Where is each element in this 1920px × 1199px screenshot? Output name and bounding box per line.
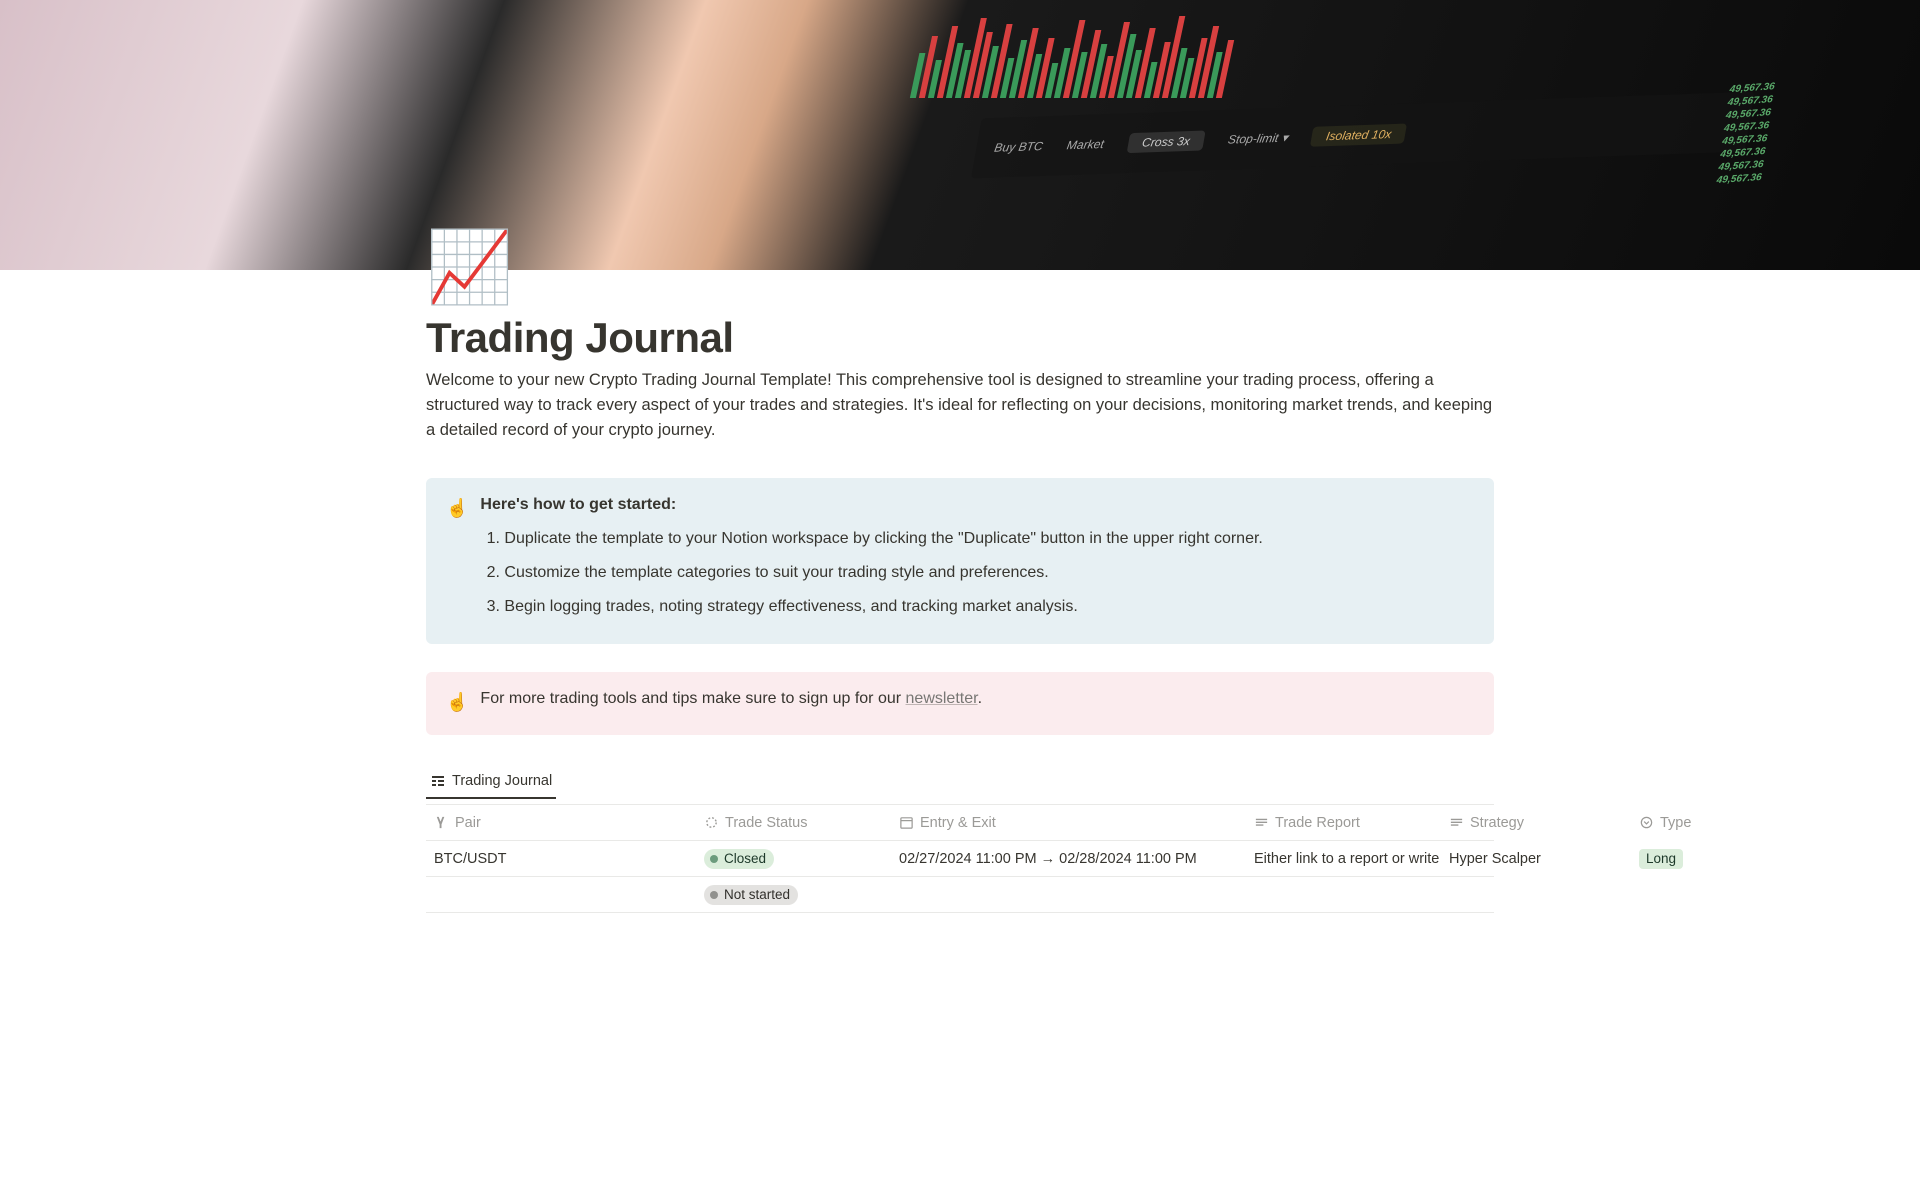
newsletter-link[interactable]: newsletter	[906, 690, 978, 707]
column-strategy[interactable]: Strategy	[1441, 805, 1631, 840]
cell-type[interactable]	[1631, 877, 1771, 912]
callout-text: For more trading tools and tips make sur…	[480, 690, 905, 707]
cover-chart-area: Buy BTCMarketCross 3xStop-limit ▾Isolate…	[874, 0, 1891, 270]
cell-trade-report[interactable]	[1246, 877, 1441, 912]
cell-entry-exit[interactable]: 02/27/2024 11:00 PM → 02/28/2024 11:00 P…	[891, 841, 1246, 876]
callout-heading: Here's how to get started:	[480, 496, 1474, 514]
callout-newsletter: ☝️ For more trading tools and tips make …	[426, 672, 1494, 735]
table-row[interactable]: BTC/USDT Closed 02/27/2024 11:00 PM → 02/2…	[426, 841, 1494, 877]
table-row[interactable]: Not started	[426, 877, 1494, 913]
table-icon	[430, 773, 446, 789]
text-prop-icon	[1449, 815, 1464, 830]
page-content: 📈 Trading Journal Welcome to your new Cr…	[330, 228, 1590, 953]
title-prop-icon	[434, 815, 449, 830]
database-table: Pair Trade Status Entry & Exit Trade Rep…	[426, 804, 1494, 913]
cell-pair[interactable]: BTC/USDT	[426, 841, 696, 876]
cell-pair[interactable]	[426, 877, 696, 912]
status-badge: Closed	[704, 849, 774, 869]
point-up-icon: ☝️	[446, 690, 468, 715]
cell-trade-status[interactable]: Not started	[696, 877, 891, 912]
date-prop-icon	[899, 815, 914, 830]
column-type[interactable]: Type	[1631, 805, 1771, 840]
callout-text: .	[978, 690, 982, 707]
callout-get-started: ☝️ Here's how to get started: Duplicate …	[426, 478, 1494, 644]
cell-strategy[interactable]	[1441, 877, 1631, 912]
cell-trade-report[interactable]: Either link to a report or write	[1246, 841, 1441, 876]
cell-strategy[interactable]: Hyper Scalper	[1441, 841, 1631, 876]
tab-label: Trading Journal	[452, 773, 552, 789]
select-prop-icon	[1639, 815, 1654, 830]
cover-image: Buy BTCMarketCross 3xStop-limit ▾Isolate…	[0, 0, 1920, 270]
column-pair[interactable]: Pair	[426, 805, 696, 840]
text-prop-icon	[1254, 815, 1269, 830]
tab-trading-journal[interactable]: Trading Journal	[426, 769, 556, 799]
column-trade-status[interactable]: Trade Status	[696, 805, 891, 840]
type-badge: Long	[1639, 849, 1683, 869]
table-header-row: Pair Trade Status Entry & Exit Trade Rep…	[426, 805, 1494, 841]
cell-trade-status[interactable]: Closed	[696, 841, 891, 876]
status-prop-icon	[704, 815, 719, 830]
get-started-list: Duplicate the template to your Notion wo…	[504, 522, 1474, 624]
cell-type[interactable]: Long	[1631, 841, 1771, 876]
column-trade-report[interactable]: Trade Report	[1246, 805, 1441, 840]
status-badge: Not started	[704, 885, 798, 905]
database-views: Trading Journal	[426, 763, 1494, 805]
cell-entry-exit[interactable]	[891, 877, 1246, 912]
page-description[interactable]: Welcome to your new Crypto Trading Journ…	[426, 368, 1494, 442]
list-item: Duplicate the template to your Notion wo…	[504, 522, 1474, 556]
column-entry-exit[interactable]: Entry & Exit	[891, 805, 1246, 840]
page-icon[interactable]: 📈	[426, 228, 504, 306]
list-item: Begin logging trades, noting strategy ef…	[504, 590, 1474, 624]
page-title[interactable]: Trading Journal	[426, 314, 1494, 362]
list-item: Customize the template categories to sui…	[504, 556, 1474, 590]
point-up-icon: ☝️	[446, 496, 468, 624]
